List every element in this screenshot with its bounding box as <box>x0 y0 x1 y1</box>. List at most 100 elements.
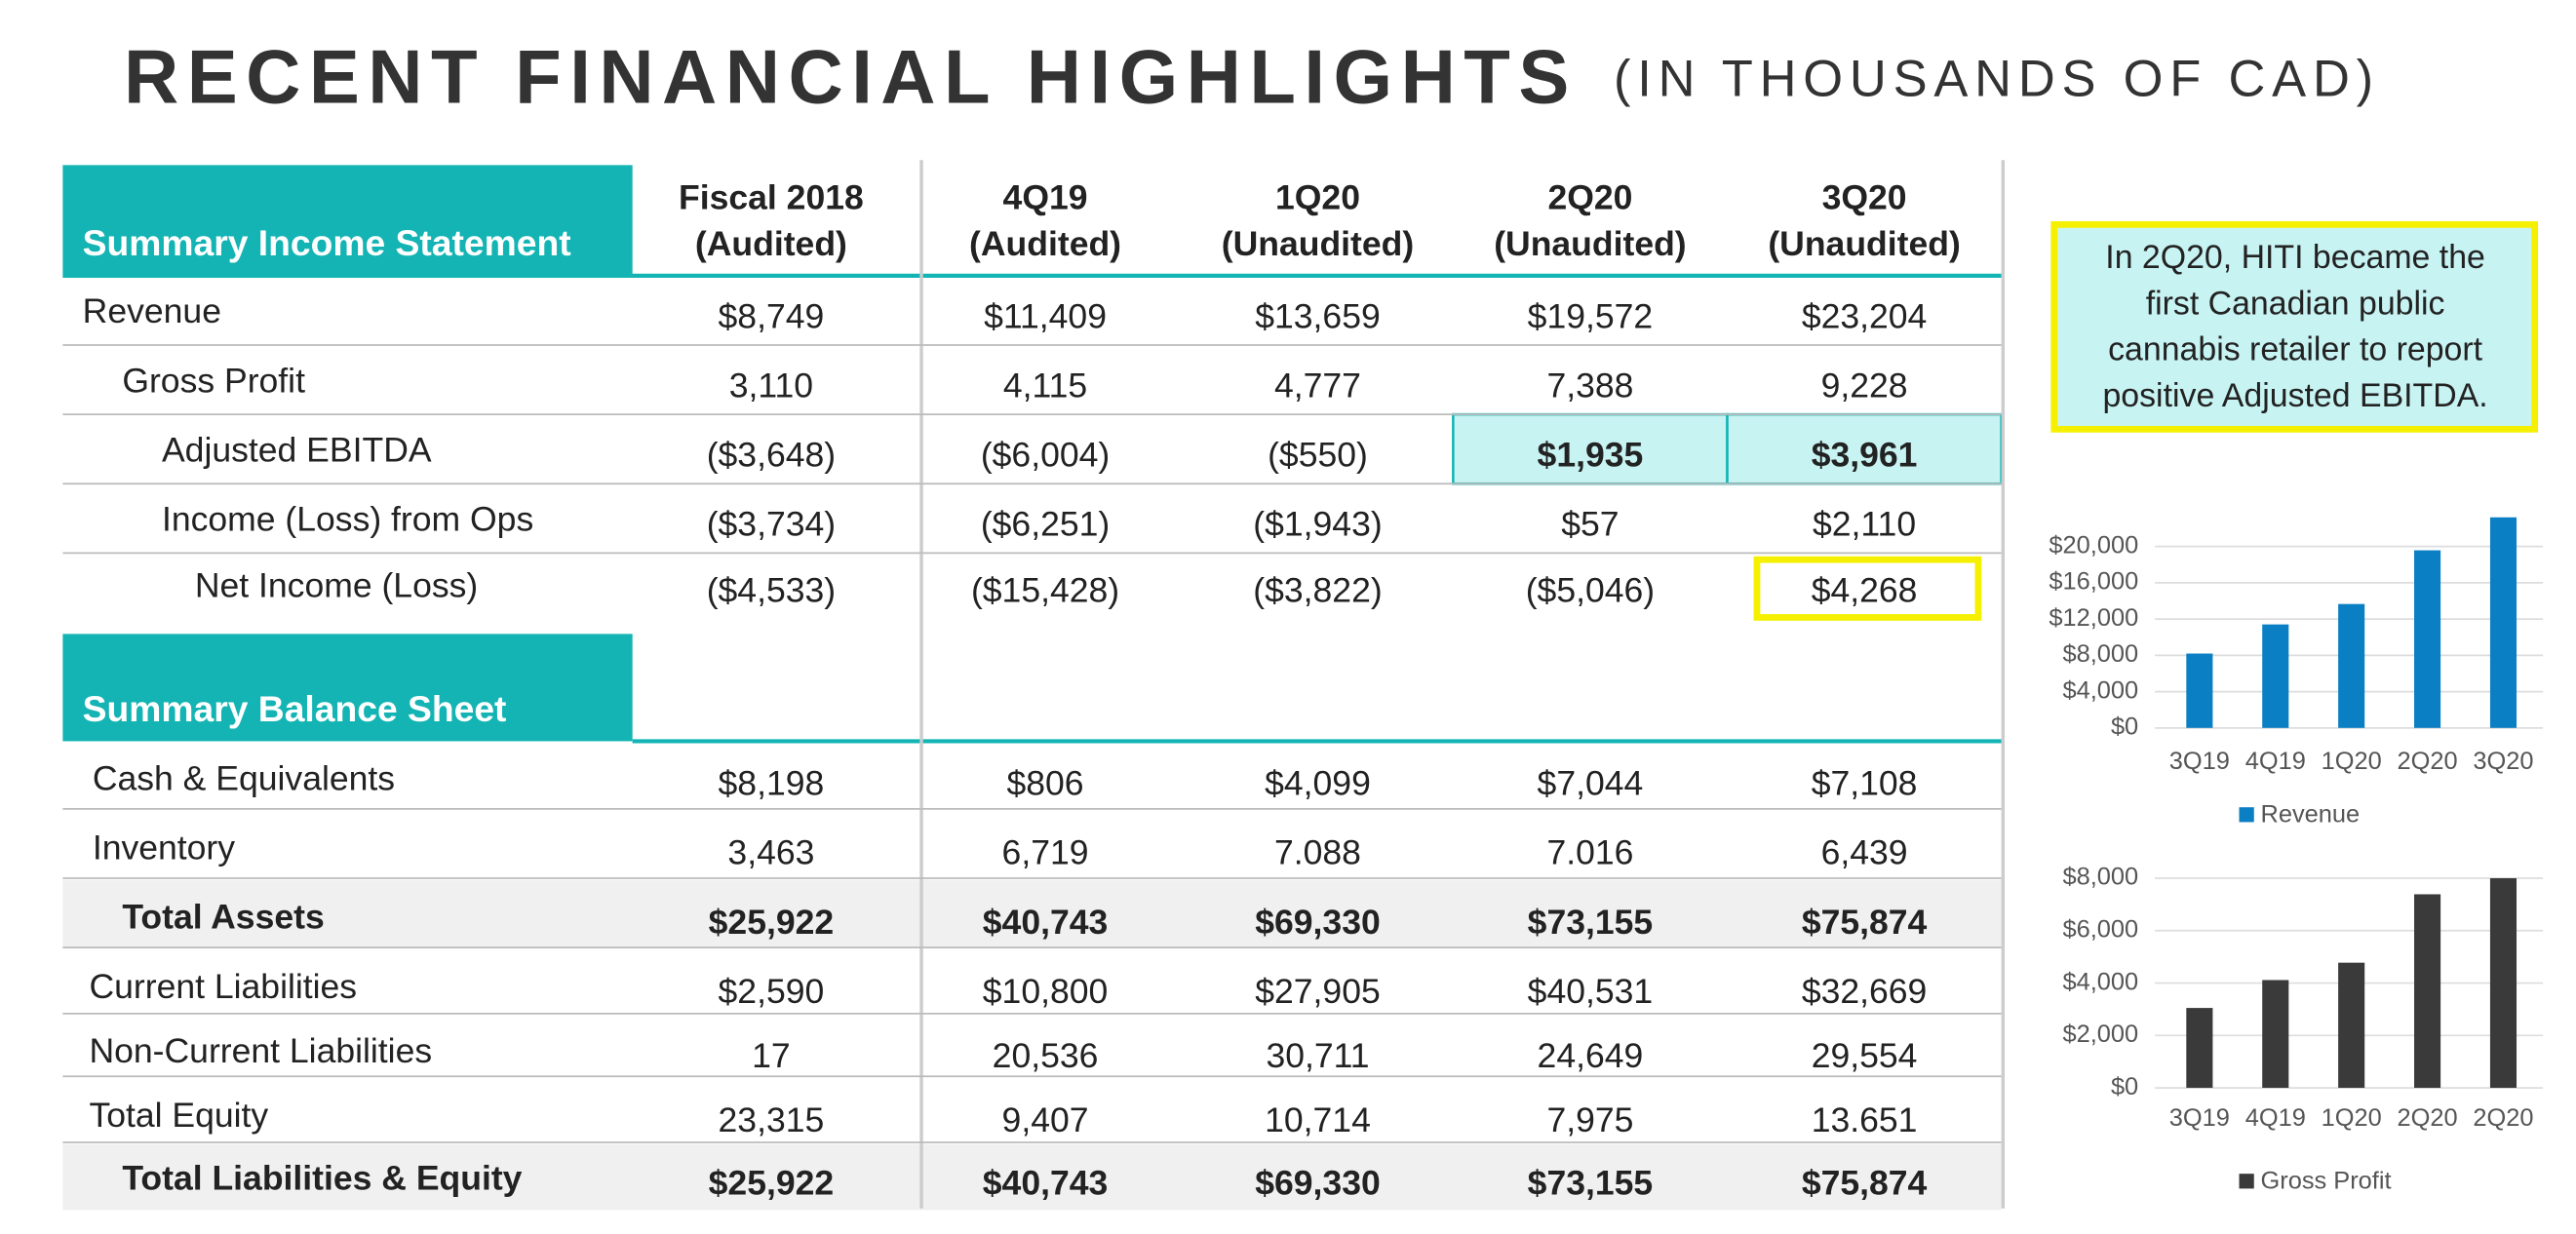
cell-value: 23,315 <box>719 1100 825 1139</box>
x-tick-label: 4Q19 <box>2245 1104 2306 1132</box>
callout-text: In 2Q20, HITI became the <box>2105 239 2485 276</box>
legend-swatch <box>2239 807 2254 823</box>
cell-value: $73,155 <box>1528 903 1654 942</box>
column-header: (Audited) <box>695 224 847 263</box>
y-tick-label: $12,000 <box>2049 604 2138 632</box>
row-label: Non-Current Liabilities <box>89 1031 432 1070</box>
x-tick-label: 2Q20 <box>2398 748 2458 775</box>
cell-value: $4,268 <box>1812 570 1918 609</box>
cell-value: $19,572 <box>1528 296 1654 335</box>
cell-value: ($15,428) <box>971 570 1119 609</box>
cell-value: $69,330 <box>1255 1163 1381 1202</box>
row-label: Total Liabilities & Equity <box>122 1158 522 1197</box>
y-tick-label: $8,000 <box>2063 640 2139 668</box>
cell-value: 7,388 <box>1546 366 1633 405</box>
bar <box>2186 653 2213 728</box>
bar <box>2186 1008 2213 1089</box>
cell-value: $8,198 <box>719 764 825 803</box>
legend-swatch <box>2239 1174 2254 1189</box>
row-label: Total Equity <box>89 1096 268 1135</box>
callout-box <box>2050 220 2539 433</box>
cell-value: ($550) <box>1268 436 1368 475</box>
cell-value: $40,743 <box>983 903 1109 942</box>
cell-value: $57 <box>1561 505 1619 544</box>
bar <box>2489 878 2517 1089</box>
y-tick-label: $16,000 <box>2049 568 2138 596</box>
x-tick-label: 1Q20 <box>2322 1104 2382 1132</box>
cell-value: $75,874 <box>1802 903 1928 942</box>
total-row-bg <box>62 879 2002 948</box>
x-tick-label: 3Q19 <box>2169 1104 2230 1132</box>
cell-value: ($6,004) <box>981 436 1110 475</box>
cell-value: 29,554 <box>1812 1036 1918 1075</box>
cell-value: $7,044 <box>1538 764 1644 803</box>
cell-value: 3,463 <box>727 833 814 872</box>
row-label: Net Income (Loss) <box>195 565 478 604</box>
cell-value: 24,649 <box>1538 1036 1644 1075</box>
cell-value: 6,439 <box>1821 833 1908 872</box>
bar <box>2414 894 2441 1089</box>
y-tick-label: $4,000 <box>2063 676 2139 704</box>
highlight-box <box>1753 556 1982 621</box>
legend-label: Gross Profit <box>2261 1167 2392 1194</box>
x-tick-label: 1Q20 <box>2322 748 2382 775</box>
x-tick-label: 3Q19 <box>2169 748 2230 775</box>
x-tick-label: 4Q19 <box>2245 748 2306 775</box>
cell-value: $25,922 <box>709 903 835 942</box>
bar <box>2414 550 2441 728</box>
legend-label: Revenue <box>2261 800 2361 828</box>
cell-value: $8,749 <box>719 296 825 335</box>
section-header: Summary Income Statement <box>83 222 571 263</box>
y-tick-label: $0 <box>2111 713 2138 741</box>
column-header: 4Q19 <box>1003 177 1088 216</box>
cell-value: ($4,533) <box>707 570 836 609</box>
cell-value: $1,935 <box>1538 436 1644 475</box>
column-header: (Audited) <box>969 224 1121 263</box>
cell-value: $75,874 <box>1802 1163 1928 1202</box>
y-tick-label: $20,000 <box>2049 531 2138 559</box>
cell-value: 7.088 <box>1274 833 1361 872</box>
column-header: (Unaudited) <box>1768 224 1960 263</box>
cell-value: $11,409 <box>984 296 1107 335</box>
cell-value: $23,204 <box>1802 296 1928 335</box>
column-header: (Unaudited) <box>1222 224 1414 263</box>
cell-value: $4,099 <box>1265 764 1371 803</box>
row-label: Cash & Equivalents <box>93 758 395 797</box>
y-tick-label: $4,000 <box>2063 968 2139 995</box>
row-label: Revenue <box>83 291 221 330</box>
row-label: Current Liabilities <box>89 967 357 1006</box>
y-tick-label: $2,000 <box>2063 1021 2139 1048</box>
subtitle: (IN THOUSANDS OF CAD) <box>1614 51 2380 108</box>
y-tick-label: $6,000 <box>2063 915 2139 943</box>
cell-value: $13,659 <box>1255 296 1381 335</box>
cell-value: 4,115 <box>1003 366 1087 405</box>
bar <box>2338 603 2365 728</box>
section-header-bg <box>62 165 633 275</box>
cell-value: $69,330 <box>1255 903 1381 942</box>
cell-value: ($1,943) <box>1253 505 1382 544</box>
cell-value: 13.651 <box>1812 1100 1918 1139</box>
x-tick-label: 2Q20 <box>2473 1104 2533 1132</box>
row-label: Total Assets <box>122 898 324 937</box>
row-label: Gross Profit <box>122 361 305 400</box>
row-label: Inventory <box>93 829 235 868</box>
total-row-bg <box>62 1143 2002 1211</box>
column-header: 2Q20 <box>1547 177 1632 216</box>
cell-value: 4,777 <box>1274 366 1361 405</box>
section-header: Summary Balance Sheet <box>83 688 507 729</box>
cell-value: $25,922 <box>709 1163 835 1202</box>
cell-value: $3,961 <box>1812 436 1918 475</box>
y-tick-label: $0 <box>2111 1073 2138 1100</box>
bar <box>2262 980 2289 1089</box>
cell-value: $7,108 <box>1812 764 1918 803</box>
cell-value: ($3,648) <box>707 436 836 475</box>
x-tick-label: 3Q20 <box>2473 748 2533 775</box>
cell-value: 20,536 <box>993 1036 1099 1075</box>
bar <box>2489 517 2517 728</box>
column-header: 1Q20 <box>1275 177 1360 216</box>
callout-text: positive Adjusted EBITDA. <box>2102 377 2487 414</box>
cell-value: 7.016 <box>1546 833 1633 872</box>
row-label: Adjusted EBITDA <box>162 430 432 469</box>
cell-value: 10,714 <box>1265 1100 1371 1139</box>
